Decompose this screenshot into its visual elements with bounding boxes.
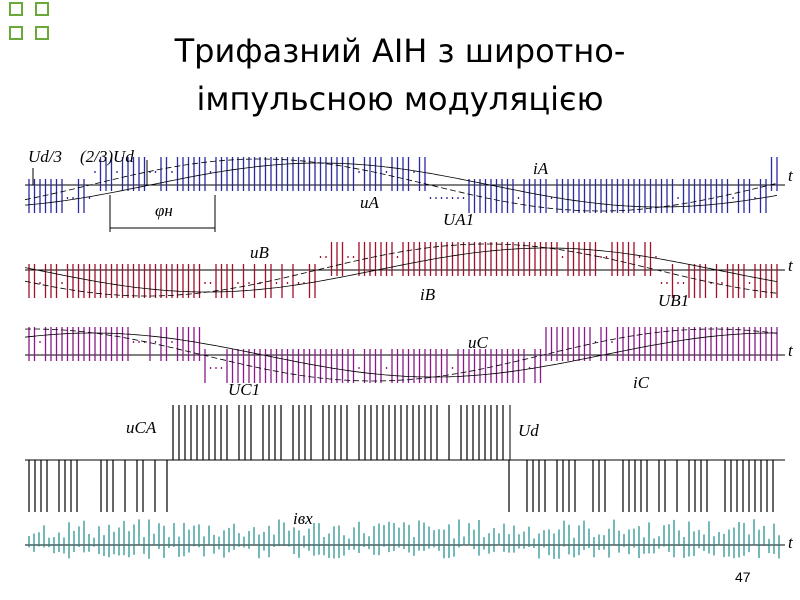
axis-label: t — [788, 341, 794, 360]
label: iB — [420, 285, 436, 304]
waveforms — [24, 157, 785, 559]
axis-label: t — [788, 256, 794, 275]
label: uA — [360, 193, 380, 212]
pwm-voltage — [28, 242, 778, 298]
title-line: Трифазний АІН з широтно- — [174, 32, 626, 70]
fundamental — [24, 243, 778, 297]
label: UB1 — [658, 291, 689, 310]
line-voltage — [28, 405, 774, 512]
fundamental — [24, 158, 778, 212]
axis-label: t — [788, 533, 794, 552]
label: iA — [533, 159, 549, 178]
label: Ud/3 — [28, 147, 62, 166]
pwm-voltage — [28, 327, 778, 383]
label: iвх — [293, 509, 313, 528]
current — [24, 247, 778, 293]
label: uB — [250, 243, 270, 262]
label: (2/3)Ud — [80, 147, 134, 166]
label: uC — [468, 333, 489, 352]
corner-squares — [9, 2, 49, 40]
fundamental — [24, 328, 778, 382]
label: Ud — [518, 421, 539, 440]
label: uCA — [126, 418, 157, 437]
axis-label: t — [788, 166, 794, 185]
label: iC — [633, 373, 650, 392]
label: φн — [155, 201, 173, 220]
title-line: імпульсною модуляцією — [196, 80, 603, 118]
label: UA1 — [443, 210, 474, 229]
current — [24, 162, 778, 208]
pwm-voltage — [28, 157, 778, 213]
current — [24, 332, 777, 378]
label: UC1 — [228, 380, 260, 399]
page-number: 47 — [735, 569, 751, 585]
input-current — [28, 519, 780, 559]
